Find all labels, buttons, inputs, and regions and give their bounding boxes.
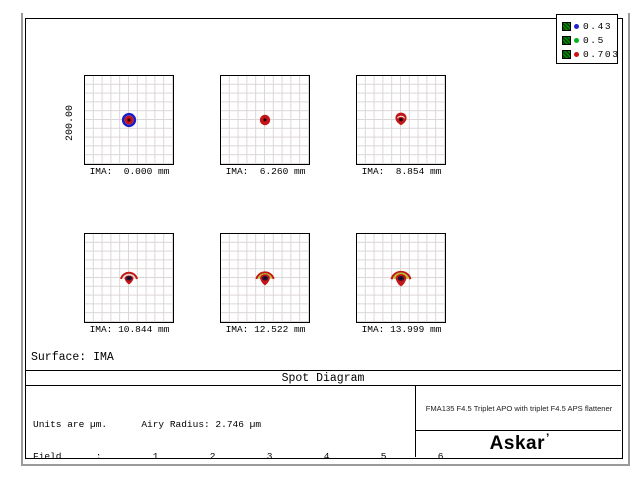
spot-grid (84, 75, 174, 165)
stats-field-line: Field : 1 2 3 4 5 6 (33, 450, 444, 462)
ima-position-label: IMA: 0.000 mm (89, 166, 170, 177)
askar-logo: Askar (489, 433, 545, 454)
askar-logo-mark: ’ (545, 431, 550, 445)
wavelength-label: 0.703 (583, 48, 620, 60)
spot-panel-field-2: IMA: 6.260 mm (220, 75, 311, 179)
wavelength-dot-icon (574, 51, 579, 57)
spot-grid (356, 233, 446, 323)
spot-grid (356, 75, 446, 165)
spot-grid (220, 75, 310, 165)
spot-pattern (395, 112, 407, 126)
lens-title-cell: FMA135 F4.5 Triplet APO with triplet F4.… (417, 386, 621, 430)
lens-title: FMA135 F4.5 Triplet APO with triplet F4.… (425, 403, 613, 413)
spot-pattern-axial (121, 112, 137, 128)
surface-label: Surface: IMA (31, 351, 114, 364)
legend-item: 0.5 (562, 33, 617, 47)
spot-panel-field-6: IMA: 13.999 mm (356, 233, 447, 337)
footer-vertical-divider (415, 386, 416, 457)
legend-item: 0.43 (562, 19, 617, 33)
spot-grid (220, 233, 310, 323)
ima-position-label: IMA: 8.854 mm (361, 166, 442, 177)
wavelength-legend: 0.43 0.5 0.703 (556, 14, 618, 64)
checker-swatch-icon (562, 21, 571, 31)
ima-position-label: IMA: 12.522 mm (225, 324, 306, 335)
wavelength-dot-icon (574, 23, 579, 29)
wavelength-label: 0.5 (583, 34, 605, 46)
spot-panel-field-4: IMA: 10.844 mm (84, 233, 175, 337)
checker-swatch-icon (562, 49, 571, 59)
spot-pattern-fan (120, 271, 138, 285)
spot-panel-field-1: IMA: 0.000 mm (84, 75, 175, 179)
legend-item: 0.703 (562, 47, 620, 61)
ima-position-label: IMA: 6.260 mm (225, 166, 306, 177)
spot-statistics-block: Units are µm. Airy Radius: 2.746 µm Fiel… (33, 399, 443, 480)
footer-horizontal-divider (415, 430, 621, 431)
wavelength-label: 0.43 (583, 20, 613, 32)
diagram-title: Spot Diagram (281, 371, 365, 385)
spot-panel-field-3: IMA: 8.854 mm (356, 75, 447, 179)
spot-pattern (259, 114, 271, 126)
spot-panel-field-5: IMA: 12.522 mm (220, 233, 311, 337)
spot-pattern-fan (390, 270, 412, 287)
checker-swatch-icon (562, 35, 571, 45)
window-frame-shadow (21, 13, 630, 466)
ima-position-label: IMA: 13.999 mm (361, 324, 442, 335)
stats-units-line: Units are µm. Airy Radius: 2.746 µm (33, 419, 262, 431)
ima-position-label: IMA: 10.844 mm (89, 324, 170, 335)
spot-grid (84, 233, 174, 323)
brand-logo-cell: Askar ’ (417, 431, 621, 457)
spot-pattern-fan (255, 271, 275, 286)
diagram-title-banner: Spot Diagram (25, 370, 621, 386)
wavelength-dot-icon (574, 37, 579, 43)
